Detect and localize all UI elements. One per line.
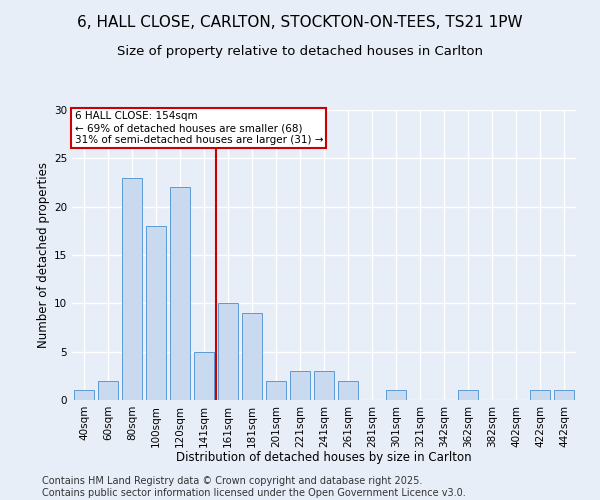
Bar [554,390,574,400]
Text: Size of property relative to detached houses in Carlton: Size of property relative to detached ho… [117,45,483,58]
Text: 6 HALL CLOSE: 154sqm
← 69% of detached houses are smaller (68)
31% of semi-detac: 6 HALL CLOSE: 154sqm ← 69% of detached h… [74,112,323,144]
Bar [170,188,190,400]
Bar [74,390,94,400]
Bar [314,371,334,400]
X-axis label: Distribution of detached houses by size in Carlton: Distribution of detached houses by size … [176,451,472,464]
Bar [194,352,214,400]
Text: 6, HALL CLOSE, CARLTON, STOCKTON-ON-TEES, TS21 1PW: 6, HALL CLOSE, CARLTON, STOCKTON-ON-TEES… [77,15,523,30]
Y-axis label: Number of detached properties: Number of detached properties [37,162,50,348]
Bar [290,371,310,400]
Bar [218,304,238,400]
Bar [458,390,478,400]
Bar [98,380,118,400]
Bar [242,313,262,400]
Bar [146,226,166,400]
Text: Contains HM Land Registry data © Crown copyright and database right 2025.
Contai: Contains HM Land Registry data © Crown c… [42,476,466,498]
Bar [266,380,286,400]
Bar [530,390,550,400]
Bar [338,380,358,400]
Bar [386,390,406,400]
Bar [122,178,142,400]
